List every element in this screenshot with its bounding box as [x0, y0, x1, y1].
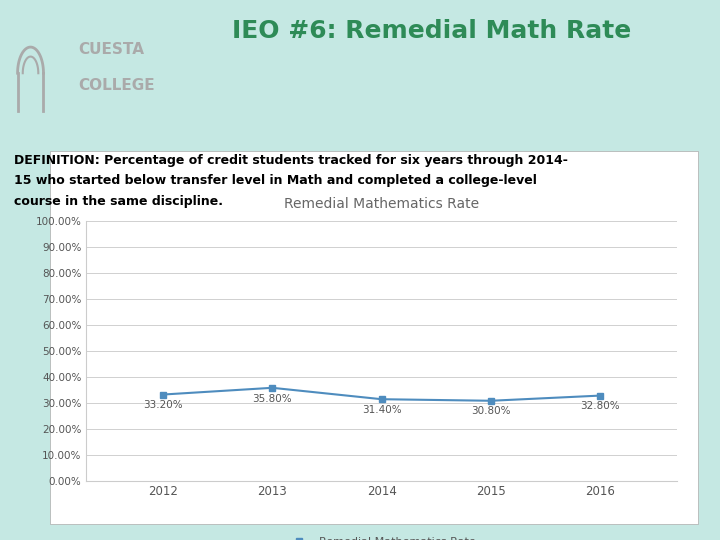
Text: IEO #6: Remedial Math Rate: IEO #6: Remedial Math Rate [233, 19, 631, 43]
Remedial Mathematics Rate [268, 384, 276, 391]
Remedial Mathematics Rate [158, 392, 167, 398]
Remedial Mathematics Rate [377, 396, 386, 402]
Text: 15 who started below transfer level in Math and completed a college-level: 15 who started below transfer level in M… [14, 174, 537, 187]
Title: Remedial Mathematics Rate: Remedial Mathematics Rate [284, 197, 480, 211]
Legend: Remedial Mathematics Rate: Remedial Mathematics Rate [283, 533, 480, 540]
Text: CUESTA: CUESTA [78, 42, 145, 57]
Text: DEFINITION: Percentage of credit students tracked for six years through 2014-: DEFINITION: Percentage of credit student… [14, 154, 568, 167]
Text: 32.80%: 32.80% [580, 401, 620, 411]
Remedial Mathematics Rate [596, 393, 605, 399]
Remedial Mathematics Rate [487, 397, 495, 404]
Text: 30.80%: 30.80% [471, 407, 510, 416]
Text: course in the same discipline.: course in the same discipline. [14, 195, 223, 208]
Text: 31.40%: 31.40% [361, 405, 402, 415]
Text: COLLEGE: COLLEGE [78, 78, 155, 92]
Text: 33.20%: 33.20% [143, 400, 183, 410]
Text: 35.80%: 35.80% [253, 394, 292, 403]
Line: Remedial Mathematics Rate: Remedial Mathematics Rate [159, 384, 604, 404]
